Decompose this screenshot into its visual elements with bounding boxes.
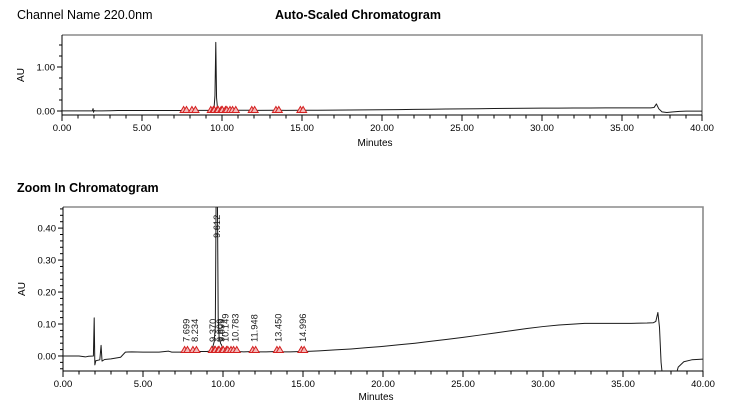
x-tick-label: 15.00 <box>291 379 315 390</box>
y-tick-label: 0.00 <box>38 351 57 362</box>
axis-lines <box>61 35 702 116</box>
zoom-chart-title: Zoom In Chromatogram <box>17 181 159 195</box>
integration-marker-icon <box>232 345 242 353</box>
x-tick-label: 30.00 <box>530 123 554 134</box>
x-tick-label: 25.00 <box>451 379 475 390</box>
y-tick-label: 0.30 <box>38 255 57 266</box>
x-tick-label: 15.00 <box>290 123 314 134</box>
x-tick-label: 10.00 <box>210 123 234 134</box>
plot-frame <box>63 206 704 371</box>
plot-frame <box>62 34 703 115</box>
x-tick-label: 25.00 <box>450 123 474 134</box>
peak-label: 9.370 <box>208 319 218 342</box>
integration-marker-icon <box>192 345 201 353</box>
y-tick-label: 0.40 <box>38 223 57 234</box>
y-axis-title: AU <box>17 282 28 296</box>
integration-marker-icon <box>298 105 308 113</box>
x-tick-label: 20.00 <box>370 123 394 134</box>
peak-label: 10.783 <box>231 314 241 342</box>
peak-label: 11.948 <box>249 314 259 342</box>
x-tick-label: 35.00 <box>610 123 634 134</box>
x-tick-label: 35.00 <box>611 379 635 390</box>
x-tick-label: 5.00 <box>134 379 153 390</box>
peak-label: 9.809 <box>215 319 225 342</box>
channel-name-label: Channel Name 220.0nm <box>17 8 153 22</box>
integration-marker-icon <box>183 345 192 353</box>
y-tick-label: 0.20 <box>38 287 57 298</box>
integration-marker-icon <box>299 345 309 353</box>
peak-label: 8.234 <box>190 319 200 342</box>
integration-marker-icon <box>275 345 285 353</box>
integration-marker-icon <box>182 105 191 113</box>
peak-label: 10.149 <box>221 314 231 342</box>
y-axis-title: AU <box>16 68 27 82</box>
integration-marker-icon <box>191 105 200 113</box>
x-axis-title: Minutes <box>357 138 392 149</box>
peak-label: 9.899 <box>217 319 227 342</box>
peak-label: 9.612 <box>212 215 222 238</box>
integration-marker-icon <box>231 105 241 113</box>
integration-marker-icon <box>274 105 284 113</box>
x-tick-label: 30.00 <box>531 379 555 390</box>
x-tick-label: 40.00 <box>690 123 714 134</box>
peak-label: 7.699 <box>181 319 191 342</box>
x-tick-label: 0.00 <box>54 379 73 390</box>
trace-line <box>62 41 702 114</box>
x-tick-label: 0.00 <box>53 123 72 134</box>
x-tick-label: 20.00 <box>371 379 395 390</box>
x-tick-label: 10.00 <box>211 379 235 390</box>
peak-label: 13.450 <box>273 314 283 342</box>
x-axis-title: Minutes <box>358 392 393 403</box>
peak-label: 14.996 <box>298 314 308 342</box>
y-tick-label: 1.00 <box>37 62 56 73</box>
x-tick-label: 5.00 <box>133 123 152 134</box>
auto-scaled-chart-title: Auto-Scaled Chromatogram <box>275 8 441 22</box>
y-tick-label: 0.10 <box>38 319 57 330</box>
y-tick-label: 0.00 <box>37 106 56 117</box>
integration-marker-icon <box>250 105 260 113</box>
trace-line <box>63 207 703 371</box>
integration-marker-icon <box>251 345 261 353</box>
x-tick-label: 40.00 <box>691 379 715 390</box>
